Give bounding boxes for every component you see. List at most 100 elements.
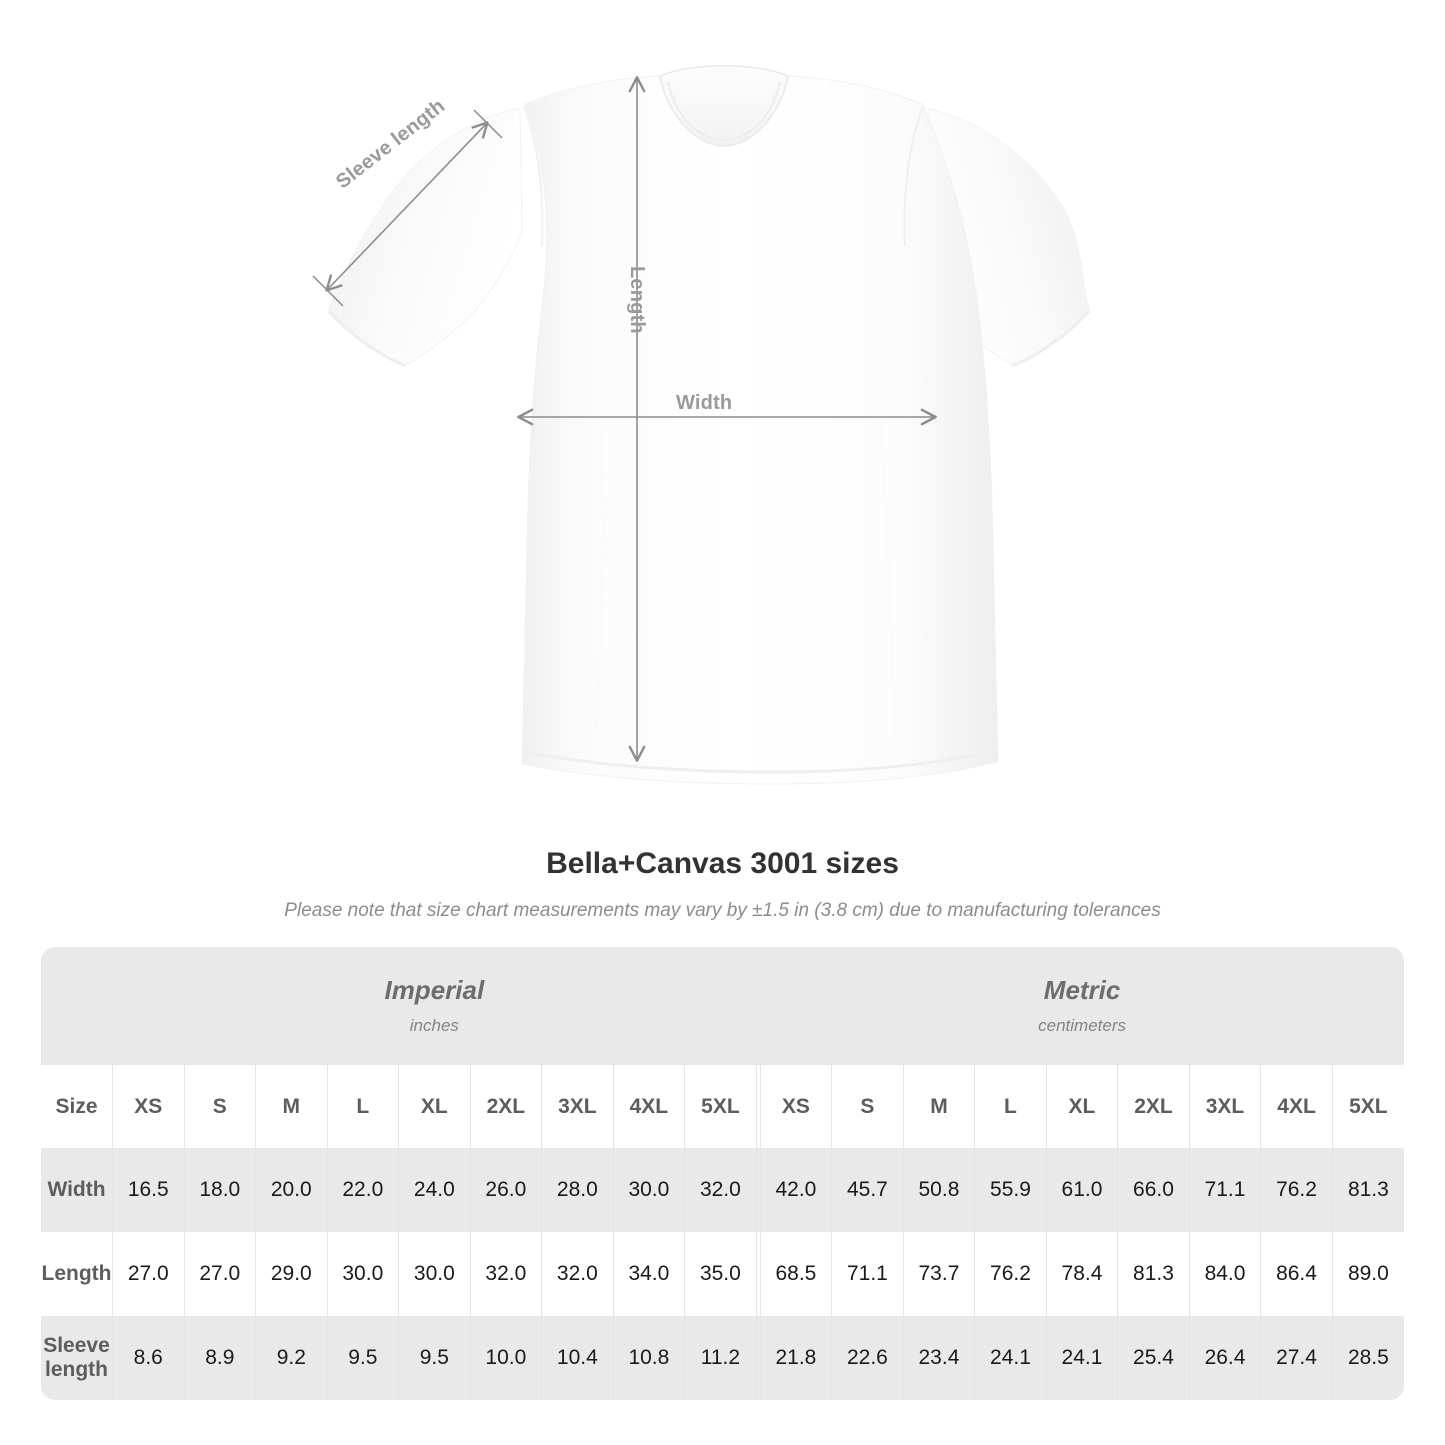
cell-width-imperial-s: 18.0 xyxy=(183,1148,256,1232)
table-row: Sleeve length 8.6 8.9 9.2 9.5 9.5 10.0 1… xyxy=(41,1316,1404,1400)
bottom-hem xyxy=(522,748,998,774)
size-header-metric-m: M xyxy=(902,1065,975,1148)
sleeve-endcap-lower xyxy=(312,275,344,307)
cell-width-imperial-2xl: 26.0 xyxy=(469,1148,542,1232)
size-header-row: Size XS S M L XL 2XL 3XL 4XL 5XL XS S M … xyxy=(41,1065,1404,1148)
cell-width-imperial-4xl: 30.0 xyxy=(612,1148,685,1232)
cell-length-imperial-4xl: 34.0 xyxy=(612,1232,685,1316)
cell-width-imperial-5xl: 32.0 xyxy=(684,1148,757,1232)
cell-sleeve-imperial-4xl: 10.8 xyxy=(612,1316,685,1400)
cell-width-metric-l: 55.9 xyxy=(974,1148,1047,1232)
size-table-container: Imperial inches Metric centimeters Size … xyxy=(41,947,1404,1400)
cell-length-metric-l: 76.2 xyxy=(974,1232,1047,1316)
cell-sleeve-imperial-5xl: 11.2 xyxy=(684,1316,757,1400)
unit-group-metric: Metric centimeters xyxy=(760,947,1404,1065)
size-header-imperial-xl: XL xyxy=(398,1065,471,1148)
tshirt-garment xyxy=(327,65,1091,785)
cell-width-imperial-xl: 24.0 xyxy=(398,1148,471,1232)
size-header-imperial-m: M xyxy=(255,1065,328,1148)
cell-sleeve-imperial-3xl: 10.4 xyxy=(541,1316,614,1400)
right-cuff xyxy=(1011,310,1090,368)
cell-width-metric-4xl: 76.2 xyxy=(1260,1148,1333,1232)
row-gap-sleeve xyxy=(755,1316,761,1400)
size-header-metric-l: L xyxy=(974,1065,1047,1148)
size-header-metric-xs: XS xyxy=(759,1065,832,1148)
cell-length-metric-4xl: 86.4 xyxy=(1260,1232,1333,1316)
sleeve-endcap-upper xyxy=(473,109,503,139)
unit-group-imperial: Imperial inches xyxy=(112,947,757,1065)
unit-corner-cell xyxy=(41,947,113,1065)
cell-length-imperial-3xl: 32.0 xyxy=(541,1232,614,1316)
cell-width-metric-s: 45.7 xyxy=(831,1148,904,1232)
cell-length-imperial-xl: 30.0 xyxy=(398,1232,471,1316)
unit-group-gap xyxy=(756,947,761,1065)
size-header-gap xyxy=(755,1065,761,1148)
tshirt-svg xyxy=(312,65,1091,785)
unit-header-row: Imperial inches Metric centimeters xyxy=(41,947,1404,1065)
cell-width-metric-xs: 42.0 xyxy=(759,1148,832,1232)
cell-sleeve-metric-xs: 21.8 xyxy=(759,1316,832,1400)
row-gap-width xyxy=(755,1148,761,1232)
cell-width-metric-xl: 61.0 xyxy=(1045,1148,1118,1232)
cell-width-imperial-3xl: 28.0 xyxy=(541,1148,614,1232)
cell-length-imperial-l: 30.0 xyxy=(326,1232,399,1316)
fabric-fold-left xyxy=(594,429,605,731)
right-shoulder-seam xyxy=(903,105,924,247)
size-chart-header: Bella+Canvas 3001 sizes Please note that… xyxy=(0,845,1445,923)
tshirt-measurement-illustration: Sleeve length Length Width xyxy=(312,65,1091,785)
cell-length-imperial-2xl: 32.0 xyxy=(469,1232,542,1316)
cell-sleeve-imperial-m: 9.2 xyxy=(255,1316,328,1400)
size-header-imperial-4xl: 4XL xyxy=(612,1065,685,1148)
cell-sleeve-metric-l: 24.1 xyxy=(974,1316,1047,1400)
left-sleeve xyxy=(327,107,523,367)
cell-length-metric-2xl: 81.3 xyxy=(1117,1232,1190,1316)
size-header-metric-s: S xyxy=(831,1065,904,1148)
cell-length-metric-xl: 78.4 xyxy=(1045,1232,1118,1316)
cell-length-imperial-xs: 27.0 xyxy=(112,1232,185,1316)
size-header-imperial-l: L xyxy=(326,1065,399,1148)
size-header-metric-3xl: 3XL xyxy=(1188,1065,1261,1148)
unit-group-metric-sub: centimeters xyxy=(1038,1016,1127,1035)
size-header-imperial-2xl: 2XL xyxy=(469,1065,542,1148)
cell-sleeve-imperial-s: 8.9 xyxy=(183,1316,256,1400)
size-header-label: Size xyxy=(41,1065,113,1148)
cell-length-imperial-5xl: 35.0 xyxy=(684,1232,757,1316)
size-header-imperial-xs: XS xyxy=(112,1065,185,1148)
size-header-metric-5xl: 5XL xyxy=(1331,1065,1404,1148)
cell-width-metric-3xl: 71.1 xyxy=(1188,1148,1261,1232)
unit-group-imperial-name: Imperial xyxy=(384,975,485,1005)
cell-length-metric-s: 71.1 xyxy=(831,1232,904,1316)
cell-width-imperial-xs: 16.5 xyxy=(112,1148,185,1232)
unit-group-imperial-sub: inches xyxy=(409,1016,459,1035)
left-cuff xyxy=(328,310,407,368)
cell-length-imperial-s: 27.0 xyxy=(183,1232,256,1316)
cell-sleeve-metric-s: 22.6 xyxy=(831,1316,904,1400)
unit-group-metric-name: Metric xyxy=(1043,975,1121,1005)
cell-sleeve-metric-3xl: 26.4 xyxy=(1188,1316,1261,1400)
cell-sleeve-metric-m: 23.4 xyxy=(902,1316,975,1400)
collar-inner-seam xyxy=(667,81,781,142)
cell-sleeve-imperial-l: 9.5 xyxy=(326,1316,399,1400)
cell-width-imperial-m: 20.0 xyxy=(255,1148,328,1232)
width-label: Width xyxy=(676,392,733,414)
row-gap-length xyxy=(755,1232,761,1316)
row-label-width: Width xyxy=(41,1148,113,1232)
cell-length-imperial-m: 29.0 xyxy=(255,1232,328,1316)
cell-sleeve-metric-2xl: 25.4 xyxy=(1117,1316,1190,1400)
page-title: Bella+Canvas 3001 sizes xyxy=(546,847,899,880)
row-label-sleeve-length: Sleeve length xyxy=(41,1316,113,1400)
cell-sleeve-metric-5xl: 28.5 xyxy=(1331,1316,1404,1400)
size-header-metric-xl: XL xyxy=(1045,1065,1118,1148)
row-label-length: Length xyxy=(41,1232,113,1316)
size-header-metric-4xl: 4XL xyxy=(1260,1065,1333,1148)
left-shoulder-seam xyxy=(523,105,544,247)
cell-sleeve-imperial-xs: 8.6 xyxy=(112,1316,185,1400)
size-header-imperial-s: S xyxy=(183,1065,256,1148)
table-row: Width 16.5 18.0 20.0 22.0 24.0 26.0 28.0… xyxy=(41,1148,1404,1232)
tolerance-note: Please note that size chart measurements… xyxy=(284,900,1161,921)
cell-width-imperial-l: 22.0 xyxy=(326,1148,399,1232)
cell-width-metric-2xl: 66.0 xyxy=(1117,1148,1190,1232)
cell-width-metric-m: 50.8 xyxy=(902,1148,975,1232)
size-header-metric-2xl: 2XL xyxy=(1117,1065,1190,1148)
measurement-arrows xyxy=(312,76,937,762)
